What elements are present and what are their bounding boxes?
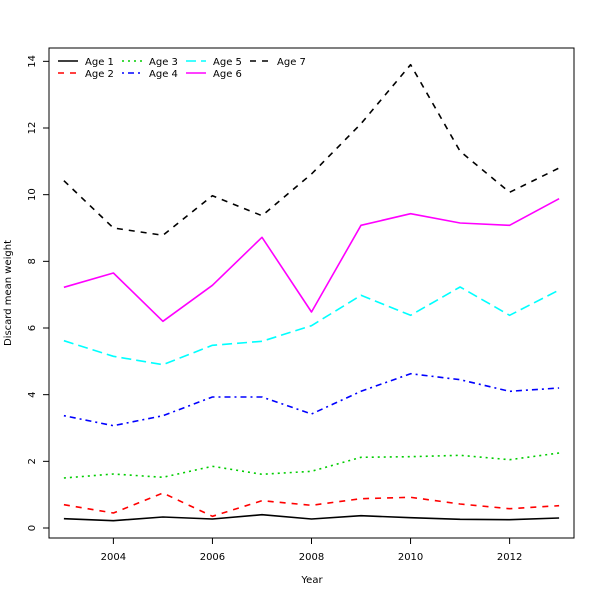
x-axis: 2004 2006 2008 2010 2012 — [101, 538, 522, 563]
legend-label: Age 4 — [149, 69, 178, 80]
series-line-age-6 — [63, 197, 560, 323]
series-line-age-7 — [63, 63, 560, 237]
y-tick-label: 12 — [27, 122, 38, 135]
x-tick-label: 2004 — [101, 552, 126, 563]
series-line-age-3 — [63, 452, 560, 479]
x-tick-label: 2006 — [200, 552, 225, 563]
series-line-age-2 — [63, 492, 560, 518]
plot-frame — [48, 47, 575, 539]
y-tick-label: 10 — [27, 188, 38, 201]
y-axis: 0 2 4 6 8 10 12 14 — [27, 55, 49, 531]
y-tick-label: 2 — [27, 458, 38, 464]
y-tick-label: 14 — [27, 55, 38, 68]
legend-label: Age 1 — [85, 57, 114, 68]
legend-label: Age 6 — [213, 69, 242, 80]
y-tick-label: 4 — [27, 391, 38, 397]
series-line-age-1 — [63, 513, 560, 522]
x-tick-label: 2008 — [299, 552, 324, 563]
x-tick-label: 2010 — [398, 552, 423, 563]
x-tick-label: 2012 — [497, 552, 522, 563]
legend-label: Age 7 — [277, 57, 306, 68]
y-axis-label: Discard mean weight — [3, 240, 14, 346]
series-line-age-5 — [63, 286, 560, 366]
series-layer — [63, 63, 560, 522]
y-tick-label: 8 — [27, 258, 38, 264]
legend-label: Age 2 — [85, 69, 114, 80]
series-line-age-4 — [63, 372, 560, 427]
y-tick-label: 6 — [27, 325, 38, 331]
y-tick-label: 0 — [27, 525, 38, 531]
x-axis-label: Year — [300, 575, 323, 586]
legend-label: Age 3 — [149, 57, 178, 68]
legend-label: Age 5 — [213, 57, 242, 68]
